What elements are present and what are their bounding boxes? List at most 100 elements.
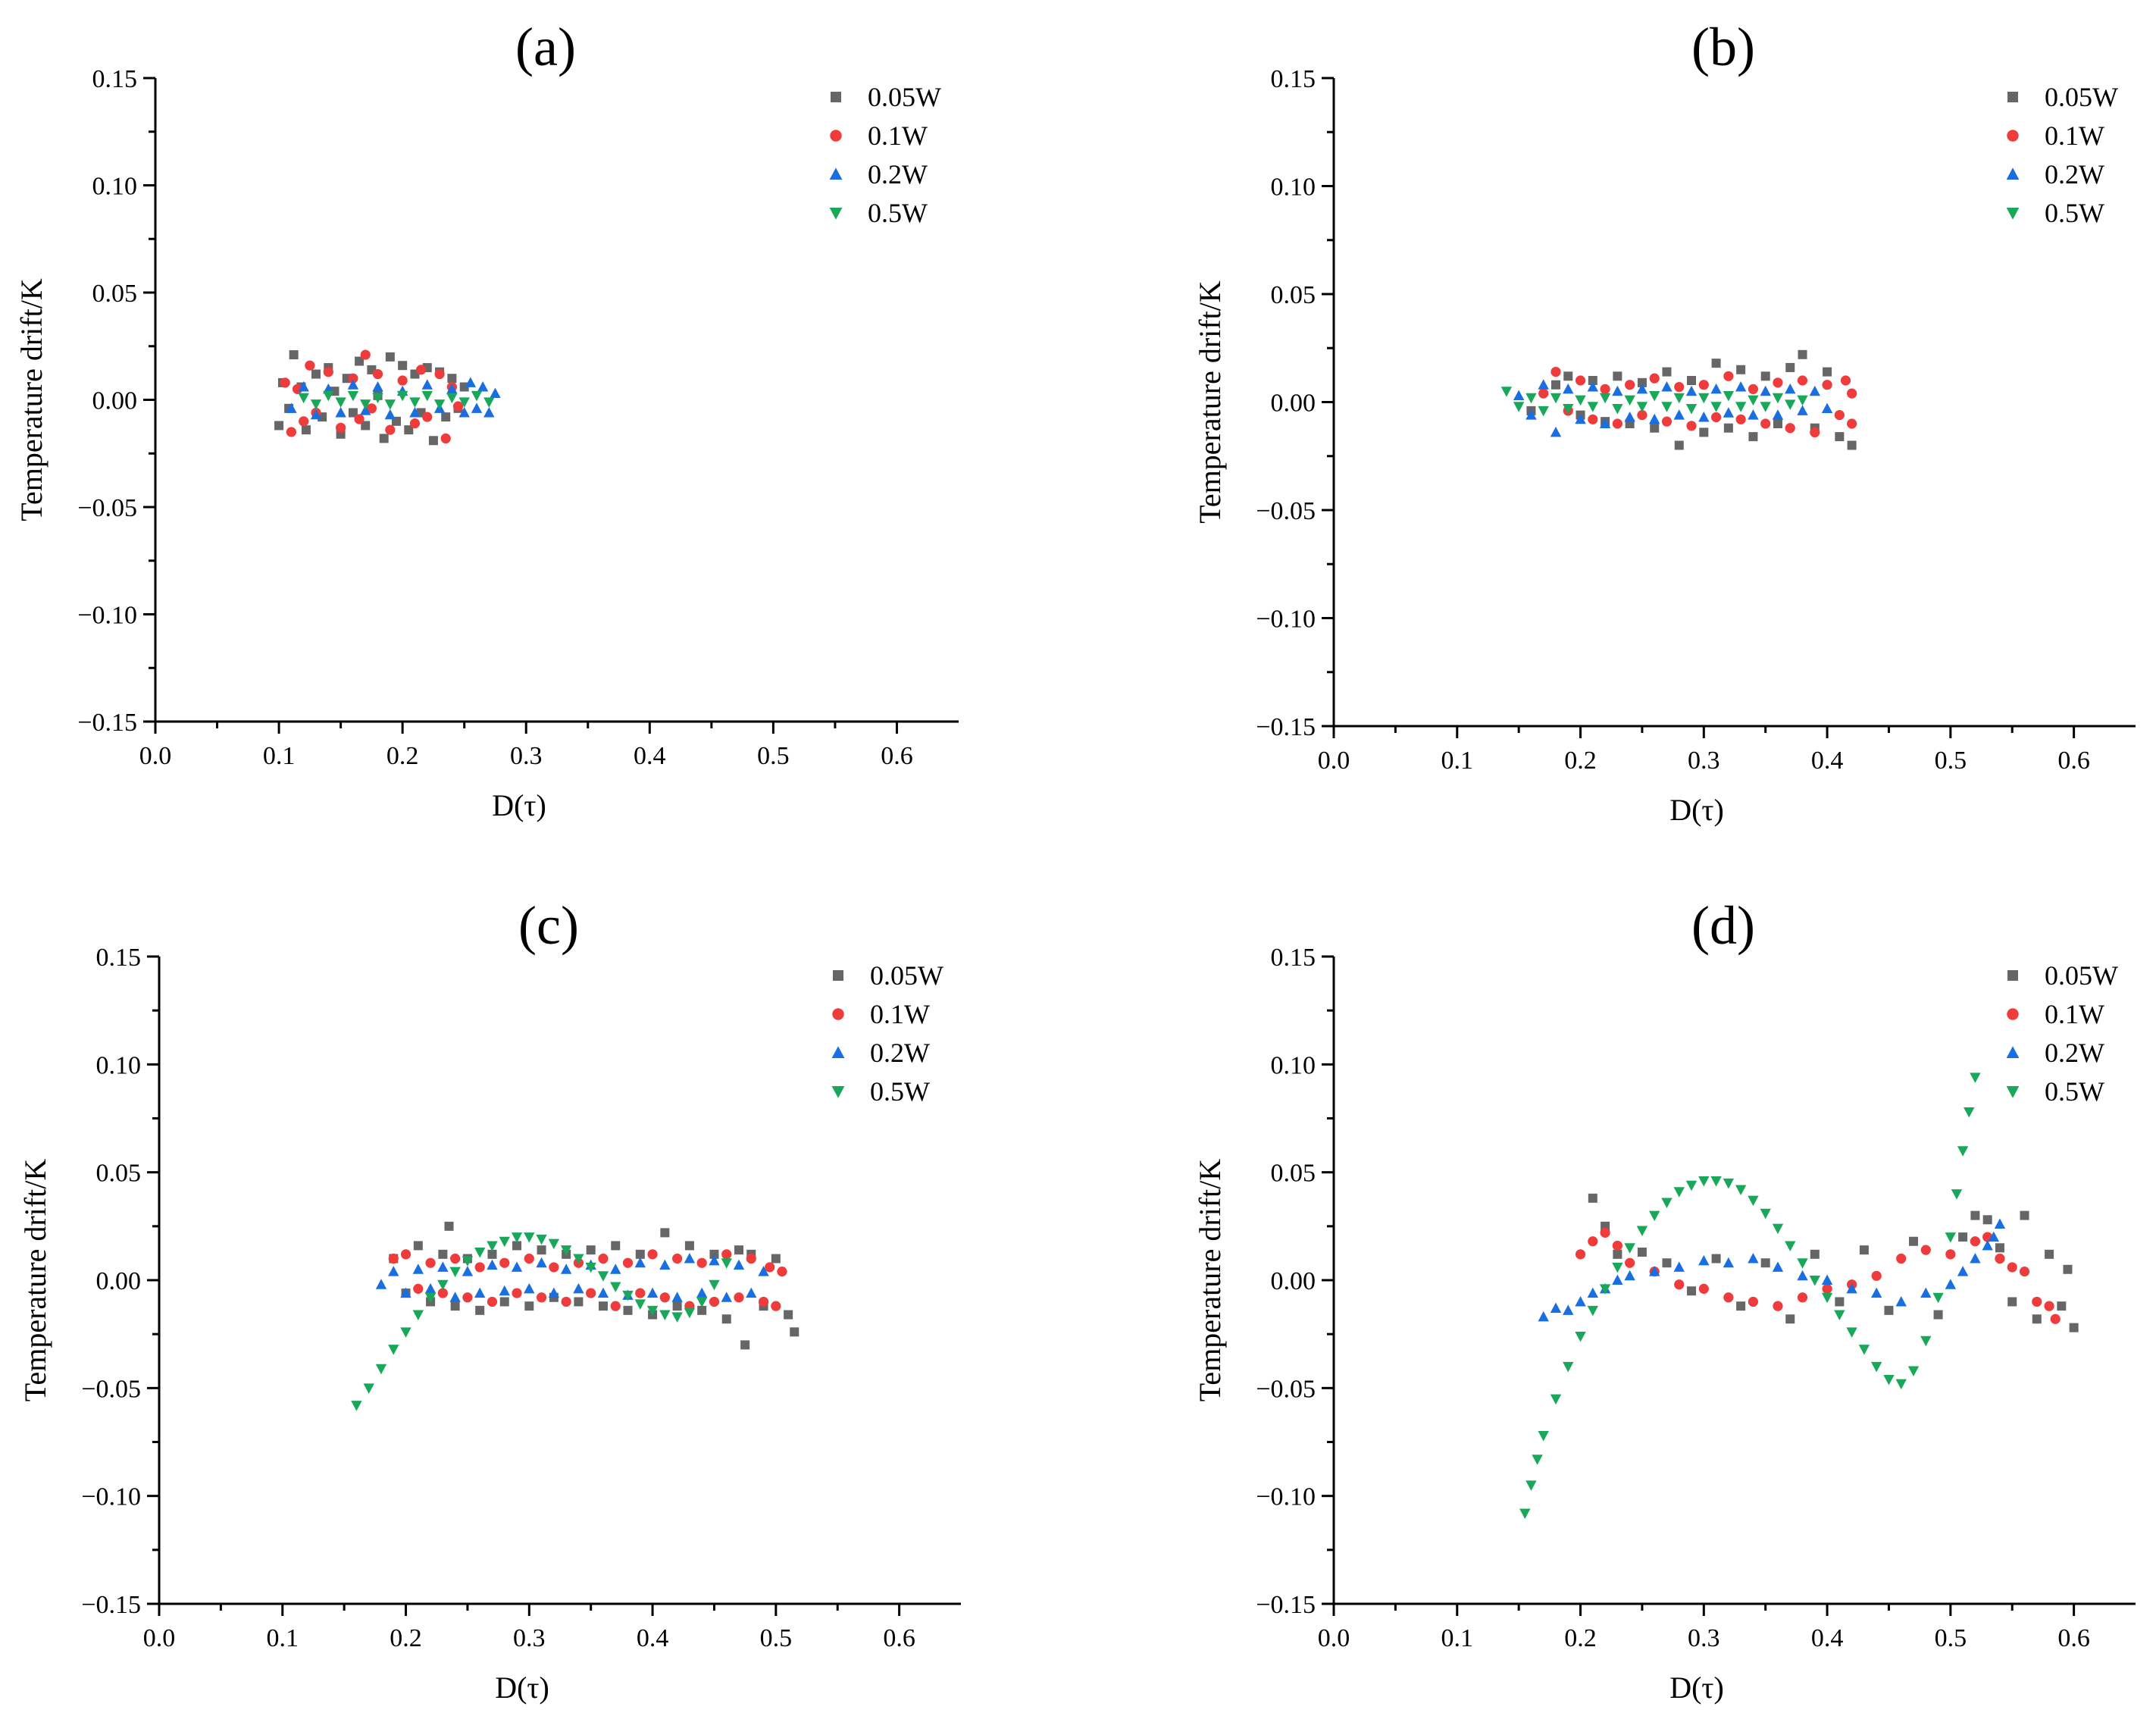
data-point — [1525, 1480, 1537, 1491]
legend-label: 0.2W — [868, 159, 928, 189]
data-point — [1625, 380, 1635, 390]
legend: 0.05W 0.1W 0.2W 0.5W — [831, 960, 943, 1107]
legend-label: 0.1W — [2045, 121, 2104, 151]
data-point — [1760, 1258, 1770, 1268]
data-point — [1723, 1292, 1734, 1303]
data-point — [1772, 409, 1784, 420]
data-point — [574, 1297, 584, 1307]
data-point — [428, 436, 438, 446]
data-point — [1711, 1254, 1721, 1264]
data-point — [388, 1253, 399, 1264]
y-axis-title: Temperature drift/K — [18, 1159, 52, 1402]
y-tick-label: −0.10 — [81, 1483, 141, 1511]
legend-label: 0.2W — [2045, 1038, 2104, 1068]
data-point — [433, 399, 446, 410]
data-point — [684, 1307, 696, 1319]
data-point — [560, 1264, 572, 1274]
y-tick-label: −0.15 — [1256, 1591, 1316, 1619]
data-point — [1723, 423, 1733, 433]
data-point — [1673, 393, 1685, 404]
y-tick-label: −0.05 — [77, 494, 137, 522]
legend-marker — [2007, 1008, 2019, 1020]
data-point — [721, 1314, 731, 1324]
series-0.5W — [1500, 387, 1808, 417]
data-point — [437, 1261, 449, 1272]
data-point — [1661, 402, 1673, 412]
x-tick-label: 0.0 — [143, 1624, 176, 1652]
data-point — [1858, 1345, 1870, 1355]
data-point — [462, 1292, 473, 1303]
data-point — [512, 1241, 522, 1251]
data-point — [1723, 1257, 1735, 1268]
data-point — [474, 1287, 486, 1298]
data-point — [734, 1292, 744, 1303]
series-0.5W — [1519, 1072, 1981, 1519]
data-point — [1735, 414, 1746, 424]
data-point — [424, 1292, 437, 1304]
data-point — [458, 397, 470, 408]
y-axis-title: Temperature drift/K — [1193, 1159, 1227, 1402]
data-point — [1970, 1210, 1980, 1220]
x-tick-label: 0.1 — [267, 1624, 299, 1652]
data-point — [2019, 1267, 2030, 1277]
data-point — [1957, 1146, 1969, 1157]
data-point — [1624, 1270, 1635, 1281]
series-0.1W — [280, 349, 464, 444]
data-point — [1698, 380, 1709, 390]
data-point — [1612, 1274, 1623, 1285]
y-tick-label: 0.10 — [1271, 174, 1316, 202]
data-point — [2069, 1323, 2079, 1332]
data-point — [2063, 1264, 2073, 1274]
data-point — [597, 1271, 609, 1282]
data-point — [477, 381, 489, 392]
data-point — [697, 1305, 707, 1315]
data-point — [396, 390, 408, 402]
data-point — [548, 1287, 560, 1298]
data-point — [292, 384, 303, 394]
x-tick-label: 0.6 — [2057, 747, 2090, 775]
data-point — [1575, 413, 1586, 424]
data-point — [672, 1253, 683, 1264]
data-point — [2032, 1314, 2042, 1324]
y-tick-label: −0.10 — [1256, 606, 1316, 634]
data-point — [400, 1249, 411, 1260]
data-point — [385, 352, 395, 362]
data-point — [524, 1282, 535, 1294]
data-point — [1772, 393, 1784, 404]
data-point — [623, 1305, 633, 1315]
x-tick-label: 0.6 — [2057, 1624, 2090, 1652]
data-point — [671, 1312, 683, 1323]
series-0.2W — [286, 377, 501, 420]
data-point — [598, 1301, 608, 1311]
data-point — [1809, 385, 1820, 396]
data-point — [1895, 1379, 1907, 1390]
y-tick-label: −0.05 — [81, 1375, 141, 1403]
y-tick-label: 0.05 — [92, 280, 138, 308]
data-point — [347, 379, 359, 390]
data-point — [1760, 1208, 1771, 1220]
data-point — [416, 365, 427, 375]
data-point — [465, 377, 477, 387]
data-point — [1674, 381, 1685, 393]
data-point — [1847, 440, 1857, 450]
legend-label: 0.05W — [870, 960, 943, 991]
data-point — [499, 1236, 510, 1248]
data-point — [2050, 1314, 2061, 1324]
data-point — [335, 406, 346, 418]
legend-label: 0.5W — [868, 198, 928, 228]
data-point — [1932, 1292, 1944, 1304]
data-point — [1550, 1302, 1562, 1314]
data-point — [474, 1247, 486, 1258]
data-point — [1575, 395, 1586, 406]
data-point — [1538, 388, 1549, 399]
x-tick-label: 0.2 — [1564, 747, 1597, 775]
data-point — [409, 406, 421, 418]
data-point — [1723, 390, 1735, 402]
data-point — [379, 434, 389, 443]
data-point — [1907, 1366, 1920, 1377]
data-point — [440, 433, 451, 444]
data-point — [659, 1310, 671, 1321]
series-0.2W — [1538, 1218, 2006, 1322]
data-point — [1797, 1258, 1808, 1269]
data-point — [1649, 390, 1660, 402]
